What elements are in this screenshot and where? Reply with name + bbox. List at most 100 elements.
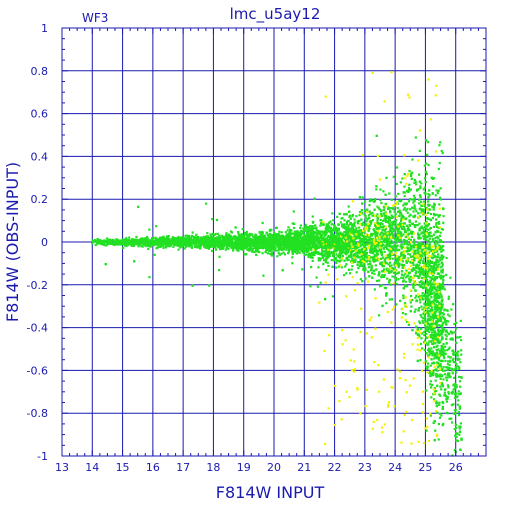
green-data-point [429, 281, 432, 285]
green-data-point [210, 249, 214, 253]
green-data-point [394, 279, 398, 282]
green-data-point [442, 215, 445, 218]
green-data-point [390, 214, 393, 217]
green-data-point [353, 229, 356, 232]
green-data-point [423, 164, 426, 167]
green-data-point [314, 224, 317, 227]
green-data-point [429, 333, 432, 337]
green-data-point [414, 208, 417, 211]
green-data-point [393, 261, 396, 264]
green-data-point [171, 236, 175, 239]
green-data-point [426, 362, 430, 365]
green-data-point [337, 265, 340, 268]
green-data-point [346, 219, 350, 223]
green-data-point [412, 262, 415, 265]
green-data-point [232, 249, 235, 252]
green-data-point [440, 294, 443, 297]
green-data-point [332, 259, 335, 262]
green-data-point [302, 227, 305, 230]
green-data-point [226, 238, 230, 241]
green-data-point [219, 236, 222, 239]
green-data-point [425, 302, 429, 306]
green-data-point [325, 223, 328, 226]
green-data-point [380, 257, 383, 260]
green-data-point [400, 276, 403, 279]
green-data-point [394, 260, 398, 263]
green-data-point [348, 215, 351, 219]
green-data-point [427, 203, 430, 206]
green-data-point [415, 332, 418, 335]
green-data-point [317, 266, 320, 269]
green-data-point [413, 199, 416, 202]
green-data-point [394, 262, 397, 265]
green-data-point [421, 276, 424, 280]
green-data-point [407, 248, 410, 251]
green-data-point [352, 222, 355, 226]
green-data-point [352, 239, 356, 242]
green-data-point [275, 249, 278, 252]
green-data-point [425, 389, 428, 392]
green-data-point [409, 278, 413, 281]
green-data-point [415, 249, 418, 252]
green-data-point [386, 277, 389, 280]
green-data-point [211, 244, 214, 247]
green-data-point [400, 231, 403, 234]
green-data-point [362, 263, 366, 266]
green-data-point [355, 246, 358, 249]
green-data-point [399, 299, 402, 303]
green-data-point [325, 248, 329, 251]
green-data-point [328, 254, 331, 257]
green-data-point [338, 239, 341, 242]
green-data-point [310, 248, 313, 251]
green-data-point [384, 218, 387, 221]
green-data-point [426, 295, 430, 298]
green-data-point [325, 224, 328, 228]
green-data-point [436, 259, 439, 262]
green-data-point [403, 207, 406, 210]
green-data-point [242, 234, 246, 237]
green-data-point [227, 237, 230, 240]
green-data-point [412, 286, 415, 289]
green-data-point [398, 230, 401, 233]
green-data-point [424, 323, 427, 327]
green-data-point [392, 175, 395, 178]
green-data-point [191, 239, 194, 242]
green-data-point [431, 205, 434, 208]
green-data-point [425, 227, 428, 231]
green-data-point [432, 185, 435, 188]
green-data-point [439, 385, 442, 388]
green-data-point [422, 211, 425, 214]
green-data-point [383, 250, 386, 253]
green-data-point [302, 235, 305, 239]
green-data-point [280, 252, 283, 255]
green-data-point [427, 192, 430, 196]
green-data-point [385, 243, 388, 246]
green-data-point [270, 228, 273, 232]
green-data-point [396, 233, 399, 236]
green-data-point [417, 284, 420, 287]
green-data-point [380, 225, 383, 229]
green-data-point [354, 255, 357, 258]
green-data-point [352, 230, 355, 233]
green-data-point [428, 203, 431, 207]
green-data-point [296, 248, 300, 251]
green-data-point [413, 274, 416, 277]
green-data-point [352, 242, 355, 246]
green-data-point [383, 214, 386, 217]
green-data-point [383, 239, 386, 242]
green-data-point [375, 248, 378, 251]
green-data-point [368, 200, 371, 203]
green-data-point [248, 249, 251, 252]
green-data-point [436, 324, 439, 328]
green-data-point [432, 212, 436, 215]
green-data-point [347, 245, 350, 248]
green-data-point [378, 224, 382, 227]
green-data-point [411, 171, 414, 174]
green-data-point [351, 223, 354, 226]
green-data-point [409, 174, 413, 178]
green-data-point [392, 207, 395, 210]
green-data-point [251, 250, 254, 253]
green-data-point [424, 270, 427, 273]
green-data-point [195, 233, 198, 237]
green-data-point [407, 190, 410, 194]
